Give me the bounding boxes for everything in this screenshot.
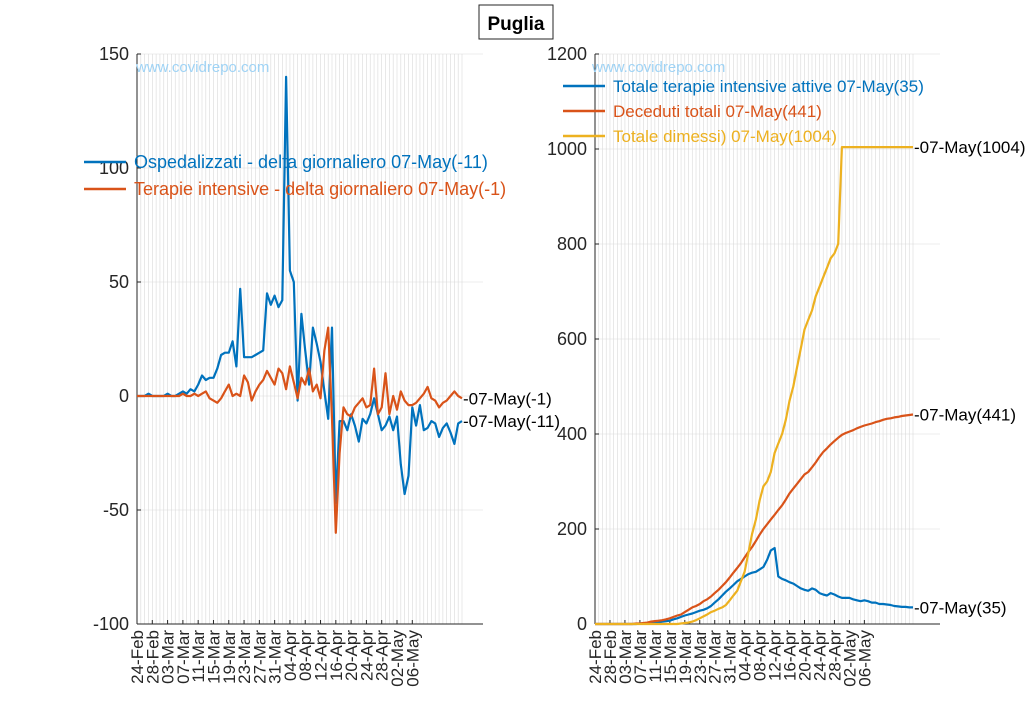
x-tick-label: 24-Feb [128,630,147,684]
x-tick-label: 20-Apr [796,630,815,681]
x-tick-label: 12-Apr [312,630,331,681]
legend-label: Deceduti totali 07-May(441) [613,102,822,121]
x-tick-label: 02-May [388,630,407,687]
y-tick-label: 200 [557,519,587,539]
chart-title: Puglia [487,14,544,35]
x-tick-label: 28-Feb [601,630,620,684]
x-tick-label: 11-Mar [646,630,665,683]
series-end-label: -07-May(-11) [463,412,560,431]
x-tick-label: 08-Apr [751,630,770,681]
x-tick-label: 20-Apr [342,630,361,681]
series-end-label: -07-May(35) [914,598,1007,617]
y-tick-label: -50 [103,500,129,520]
left-axes: -100-5005010015024-Feb28-Feb03-Mar07-Mar… [84,44,560,687]
series-line [137,326,463,534]
x-tick-label: 24-Feb [586,630,605,684]
watermark-text: www.covidrepo.com [591,59,725,76]
legend-label: Ospedalizzati - delta giornaliero 07-May… [134,152,488,172]
x-tick-label: 15-Mar [661,630,680,684]
x-tick-label: 28-Apr [825,630,844,681]
y-tick-label: 1200 [547,44,587,64]
right-legend: Totale terapie intensive attive 07-May(3… [563,77,924,146]
x-tick-label: 27-Mar [706,630,725,684]
watermark-text: www.covidrepo.com [135,59,269,76]
x-tick-label: 19-Mar [220,630,239,684]
legend-label: Totale dimessi) 07-May(1004) [613,127,837,146]
y-tick-label: 50 [109,272,129,292]
x-tick-label: 23-Mar [691,630,710,684]
legend-label: Terapie intensive - delta giornaliero 07… [134,179,506,199]
x-tick-label: 23-Mar [235,630,254,684]
x-tick-label: 24-Apr [357,630,376,681]
y-tick-label: 150 [99,44,129,64]
x-tick-label: 04-Apr [281,630,300,681]
left-legend: Ospedalizzati - delta giornaliero 07-May… [84,152,506,199]
y-tick-label: -100 [93,614,129,634]
y-tick-label: 600 [557,329,587,349]
x-tick-label: 24-Apr [810,630,829,681]
y-tick-label: 0 [119,386,129,406]
series-line [595,146,913,626]
x-tick-label: 11-Mar [189,630,208,683]
x-tick-label: 02-May [840,630,859,687]
x-tick-label: 28-Feb [143,630,162,684]
series-line [137,75,463,505]
x-tick-label: 06-May [403,630,422,687]
x-tick-label: 12-Apr [766,630,785,681]
x-tick-label: 28-Apr [373,630,392,681]
x-tick-label: 31-Mar [721,630,740,684]
x-tick-label: 07-Mar [631,630,650,684]
x-tick-label: 15-Mar [204,630,223,684]
x-tick-label: 03-Mar [616,630,635,684]
x-tick-label: 19-Mar [676,630,695,684]
x-tick-label: 16-Apr [327,630,346,681]
x-tick-label: 27-Mar [250,630,269,684]
x-tick-label: 04-Apr [736,630,755,681]
x-tick-label: 31-Mar [266,630,285,684]
y-tick-label: 1000 [547,139,587,159]
chart-title-box: Puglia [478,4,554,40]
series-end-label: -07-May(1004) [914,138,1026,157]
y-tick-label: 0 [577,614,587,634]
right-axes: 02004006008001000120024-Feb28-Feb03-Mar0… [547,44,1026,687]
x-tick-label: 03-Mar [159,630,178,684]
series-end-label: -07-May(-1) [463,389,552,408]
x-tick-label: 06-May [855,630,874,687]
legend-label: Totale terapie intensive attive 07-May(3… [613,77,924,96]
series-line [595,413,914,626]
y-tick-label: 800 [557,234,587,254]
y-tick-label: 400 [557,424,587,444]
x-tick-label: 16-Apr [781,630,800,681]
x-tick-label: 07-Mar [174,630,193,684]
x-tick-label: 08-Apr [296,630,315,681]
series-end-label: -07-May(441) [914,406,1016,425]
